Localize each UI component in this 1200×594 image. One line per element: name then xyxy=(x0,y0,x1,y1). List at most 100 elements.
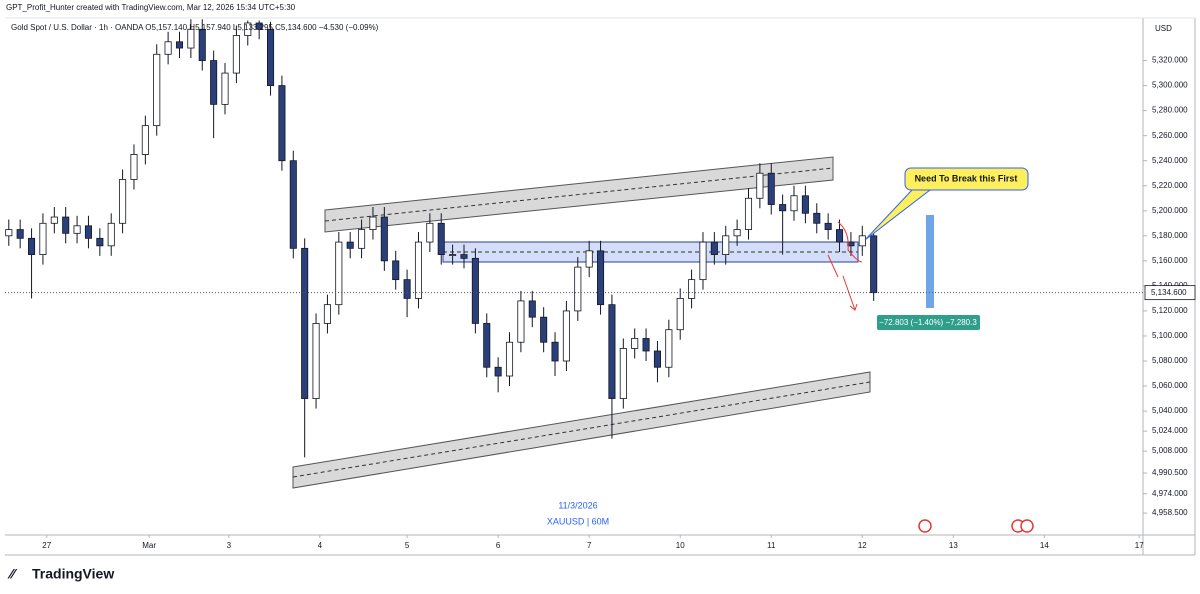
candle-body xyxy=(210,60,218,105)
callout-text: Need To Break this First xyxy=(915,173,1018,183)
y-tick-label: 5,024.000 xyxy=(1152,426,1188,435)
axes: 5,320.000 5,300.000 5,280.000 5,260.000 5,24… xyxy=(5,17,1196,556)
candle-body xyxy=(676,298,684,331)
event-icon[interactable] xyxy=(1020,519,1034,533)
y-tick-label: 5,060.000 xyxy=(1152,381,1188,390)
candle-body xyxy=(801,195,809,214)
x-tick-label: 6 xyxy=(496,541,501,550)
candle-body xyxy=(449,254,457,256)
y-tick-label: 5,040.000 xyxy=(1152,406,1188,415)
y-tick-label: 5,200.000 xyxy=(1152,206,1188,215)
candle-body xyxy=(141,125,149,155)
x-tick-label: Mar xyxy=(142,541,156,550)
candle-body xyxy=(858,235,866,247)
measure-box xyxy=(877,315,980,330)
y-tick-label: 5,008.000 xyxy=(1152,446,1188,455)
y-tick-label: 5,260.000 xyxy=(1152,131,1188,140)
candle-body xyxy=(528,300,536,318)
x-tick-label: 14 xyxy=(1040,541,1049,550)
candle-body xyxy=(540,316,548,343)
x-tick-label: 27 xyxy=(42,541,51,550)
last-price-box xyxy=(1144,285,1196,301)
y-tick-label: 4,958.500 xyxy=(1152,508,1188,517)
x-tick-label: 3 xyxy=(227,541,232,550)
candle-body xyxy=(483,323,491,368)
candle-body xyxy=(710,241,718,255)
arrow xyxy=(827,254,839,278)
candle-body xyxy=(267,28,275,86)
candle-body xyxy=(380,216,388,262)
x-tick-label: 17 xyxy=(1135,541,1144,550)
drawings xyxy=(292,156,871,489)
lower-channel xyxy=(292,371,871,489)
x-tick-label: 11 xyxy=(767,541,776,550)
candle-body xyxy=(824,222,832,230)
y-tick-label: 5,120.000 xyxy=(1152,306,1188,315)
candle-body xyxy=(642,338,650,352)
candle-body xyxy=(790,195,798,212)
candle-body xyxy=(460,254,468,259)
x-tick-label: 4 xyxy=(318,541,323,550)
candle-body xyxy=(73,225,81,234)
candle-body xyxy=(84,225,92,239)
y-tick-label: 4,990.500 xyxy=(1152,468,1188,477)
candle-body xyxy=(665,329,673,368)
candle-body xyxy=(244,22,252,36)
candle-body xyxy=(756,172,764,199)
candle-body xyxy=(255,22,263,30)
candle-body xyxy=(301,247,309,399)
currency: USD xyxy=(1155,24,1172,33)
callout-box xyxy=(904,167,1029,191)
candle-body xyxy=(119,179,127,224)
candle-body xyxy=(779,204,787,212)
upper-channel-mid xyxy=(324,167,834,222)
x-tick-label: 5 xyxy=(405,541,410,550)
measure-bar xyxy=(926,215,934,308)
y-tick-label: 5,080.000 xyxy=(1152,356,1188,365)
candle-body xyxy=(346,241,354,249)
event-icon[interactable] xyxy=(918,519,932,533)
candle-body xyxy=(733,229,741,237)
x-tick-label: 13 xyxy=(949,541,958,550)
candle-body xyxy=(289,160,297,249)
candle-body xyxy=(813,212,821,224)
y-tick-label: 5,220.000 xyxy=(1152,181,1188,190)
annotations: −72.803 (−1.40%) −7,280.3 Need To Break … xyxy=(5,167,1196,533)
candle-body xyxy=(369,216,377,230)
candle-body xyxy=(175,41,184,49)
candle-body xyxy=(722,235,730,255)
brand-icon: ⁄⁄ xyxy=(7,566,17,582)
candle-body xyxy=(437,222,445,255)
candle-body xyxy=(505,341,514,377)
candle-body xyxy=(585,250,593,268)
candle-body xyxy=(870,235,878,294)
candle-body xyxy=(653,350,661,368)
candle-body xyxy=(403,279,411,299)
candle-body xyxy=(608,304,616,399)
measure-label: −72.803 (−1.40%) −7,280.3 xyxy=(879,318,977,327)
x-tick-label: 12 xyxy=(858,541,867,550)
candle-body xyxy=(517,300,525,343)
y-tick-label: 5,240.000 xyxy=(1152,156,1188,165)
candle-body xyxy=(688,279,696,299)
y-tick-label: 5,100.000 xyxy=(1152,331,1188,340)
brand: TradingView xyxy=(32,566,114,582)
y-tick-label: 5,180.000 xyxy=(1152,231,1188,240)
y-tick-label: 5,320.000 xyxy=(1152,56,1188,65)
date-label: 11/3/2026 xyxy=(558,500,597,510)
candle-body xyxy=(744,197,753,230)
candle-body xyxy=(62,216,70,234)
candle-body xyxy=(551,341,559,362)
candle-body xyxy=(836,229,844,243)
candle-body xyxy=(494,366,502,377)
candle-body xyxy=(28,237,36,255)
arrow xyxy=(837,221,863,263)
candle-body xyxy=(39,222,47,255)
candle-body xyxy=(574,266,582,312)
candle-body xyxy=(699,241,707,281)
candle-body xyxy=(767,172,775,205)
candle-body xyxy=(414,241,423,299)
candle-body xyxy=(426,222,434,243)
candle-body xyxy=(232,35,240,74)
